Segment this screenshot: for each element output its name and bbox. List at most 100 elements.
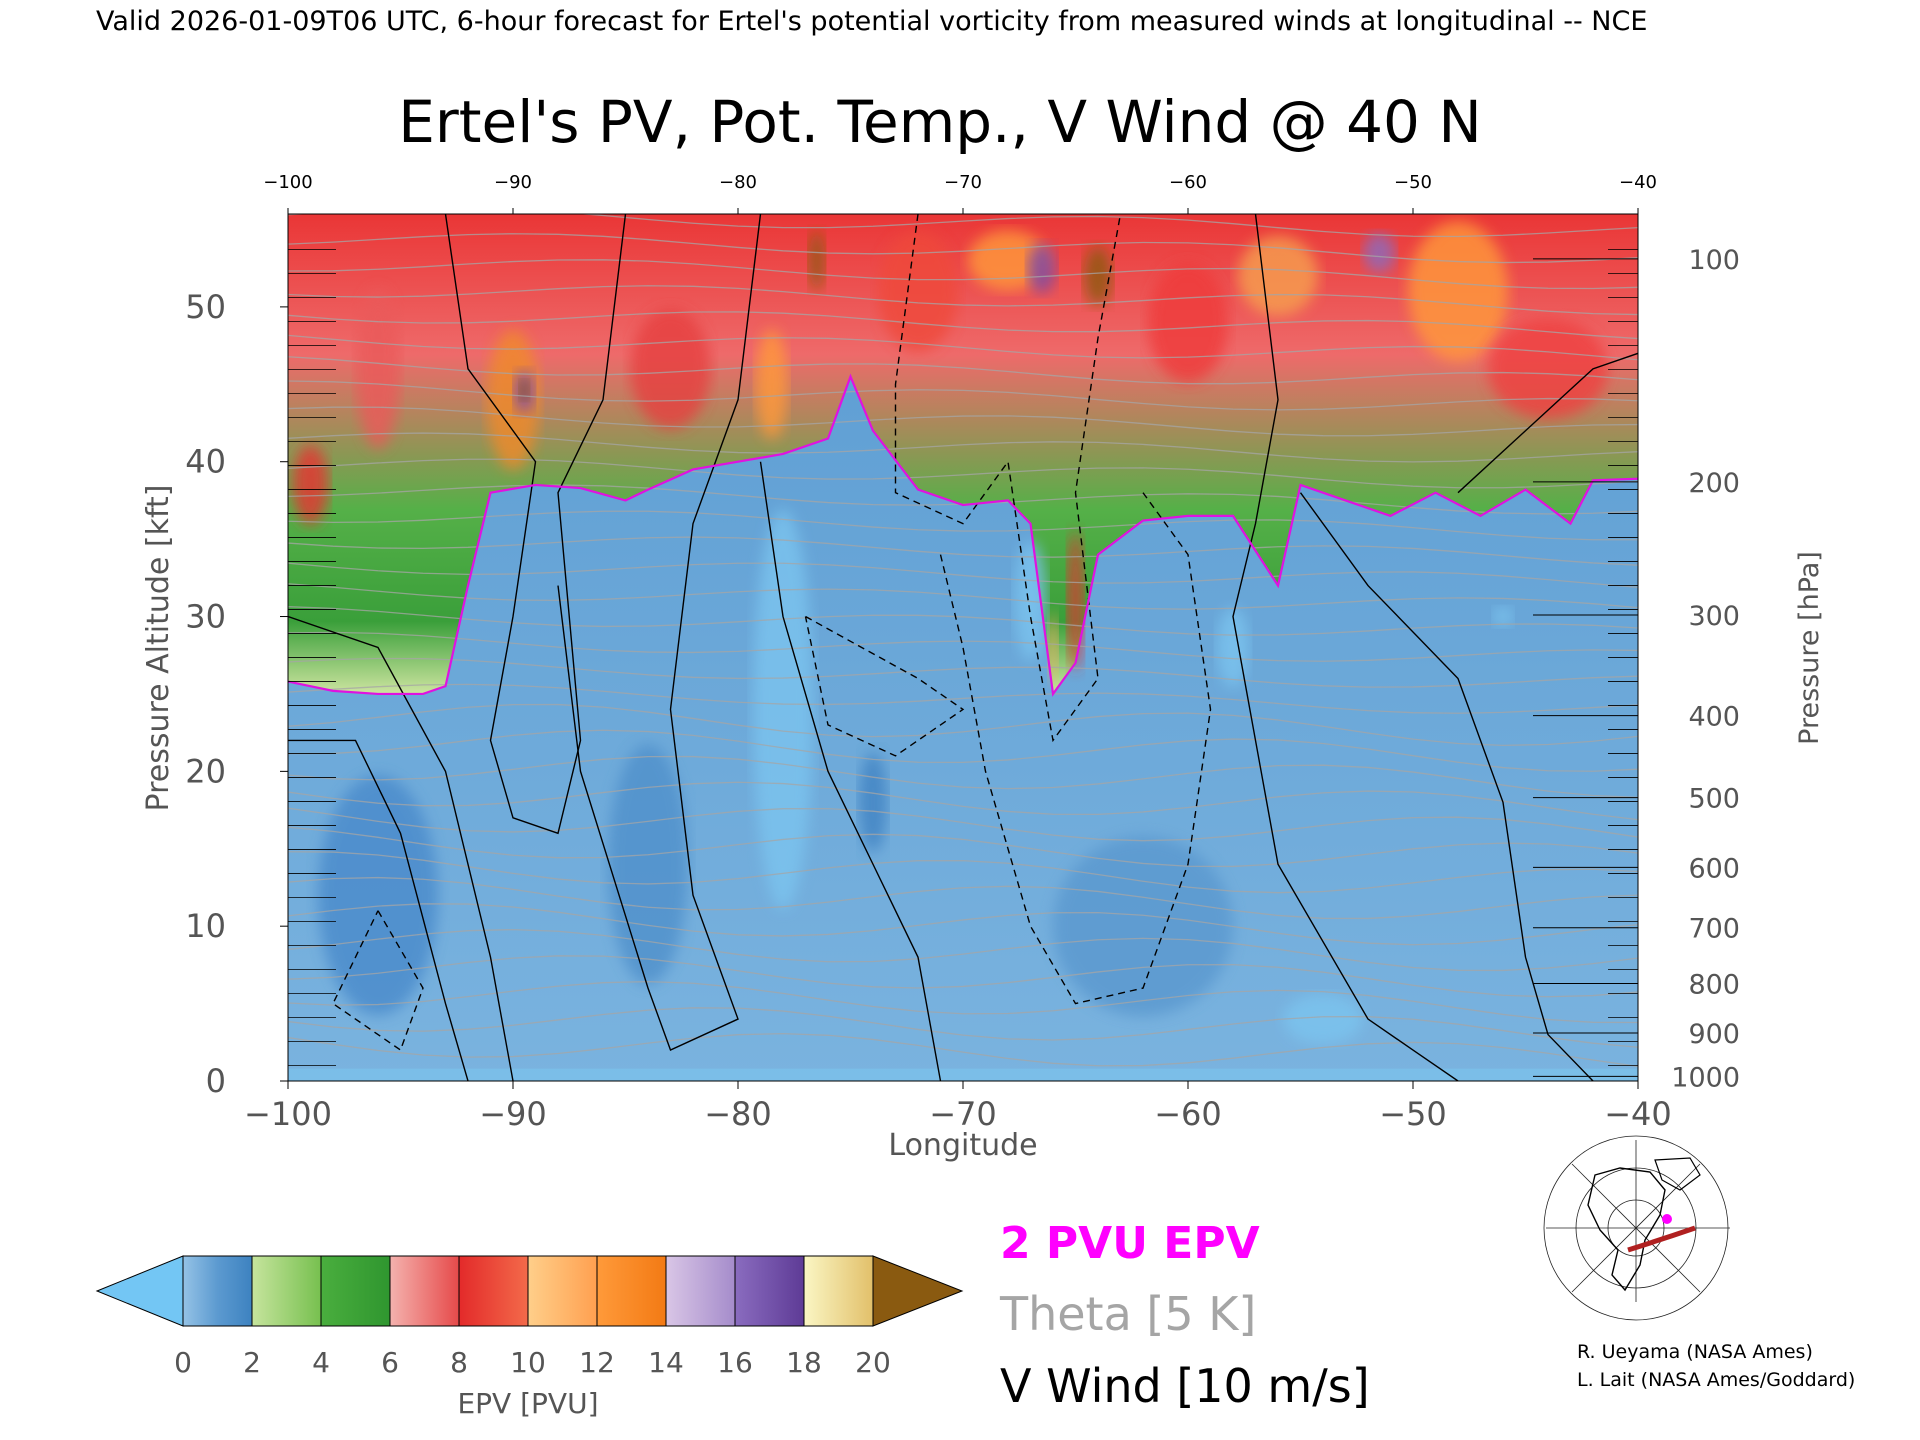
epv-blob	[356, 288, 400, 449]
theta-line	[288, 562, 1638, 589]
theta-line	[288, 807, 1638, 842]
colorbar-over-arrow	[872, 1255, 964, 1327]
colorbar-tick-label: 18	[786, 1346, 822, 1379]
epv-blob	[1053, 836, 1233, 1017]
epv-blob	[1067, 531, 1084, 672]
theta-line	[288, 851, 1638, 894]
epv-blob	[1283, 994, 1363, 1045]
x-tick-label-top: −100	[263, 172, 312, 193]
theta-line	[288, 781, 1638, 821]
theta-line	[288, 755, 1638, 799]
epv-blob	[1027, 243, 1056, 294]
x-tick-label-top: −50	[1394, 172, 1432, 193]
theta-line	[288, 703, 1638, 746]
epv-blob	[1408, 221, 1508, 362]
x-tick-label-top: −70	[944, 172, 982, 193]
v-wind-contours	[288, 214, 1638, 1081]
v-wind-line	[288, 739, 469, 1081]
epv-blob	[755, 329, 788, 440]
v-wind-line	[894, 214, 1122, 743]
pressure-tick-label: 800	[1688, 969, 1740, 1000]
epv-blob	[878, 231, 958, 352]
legend-vwind: V Wind [10 m/s]	[1000, 1359, 1370, 1413]
colorbar-tick-label: 16	[717, 1346, 753, 1379]
theta-line	[288, 876, 1638, 920]
epv-field	[288, 214, 1638, 1081]
x-tick-label: −70	[929, 1095, 997, 1133]
theta-line	[288, 928, 1638, 972]
colorbar-tick-label: 12	[579, 1346, 615, 1379]
epv-blob	[968, 230, 1048, 291]
y-tick-label: 50	[185, 288, 226, 326]
theta-line	[288, 606, 1638, 636]
theta-line	[288, 285, 1638, 316]
surface-band	[288, 1068, 1638, 1081]
colorbar-tick-label: 4	[312, 1346, 330, 1379]
epv-blob	[608, 744, 688, 985]
theta-line	[288, 657, 1638, 688]
pressure-tick-label: 600	[1688, 853, 1740, 884]
theta-line	[288, 334, 1638, 361]
epv-blob	[292, 444, 329, 525]
epv-blob	[1493, 606, 1513, 627]
colorbar-tick-label: 20	[855, 1346, 891, 1379]
x-tick-label-top: −90	[494, 172, 532, 193]
pressure-tick-label: 1000	[1671, 1062, 1740, 1093]
y-tick-label: 40	[185, 443, 226, 481]
x-tick-label-top: −40	[1619, 172, 1657, 193]
x-tick-label: −40	[1604, 1095, 1672, 1133]
theta-line	[288, 510, 1638, 541]
epv-blob	[1084, 245, 1112, 306]
theta-line	[288, 536, 1638, 566]
colorbar-under-arrow	[95, 1255, 184, 1327]
chart-title: Ertel's PV, Pot. Temp., V Wind @ 40 N	[398, 88, 1481, 156]
valid-time-header: Valid 2026-01-09T06 UTC, 6-hour forecast…	[96, 6, 1647, 37]
y-tick-label: 0	[206, 1062, 226, 1100]
theta-line	[288, 955, 1638, 998]
colorbar-tick-label: 0	[174, 1346, 192, 1379]
pv-2-contour	[288, 373, 1638, 697]
pressure-tick-label: 400	[1688, 702, 1740, 733]
x-tick-label-top: −80	[719, 172, 757, 193]
locator-map	[1538, 1135, 1736, 1321]
theta-line	[288, 458, 1638, 489]
legend-pv2: 2 PVU EPV	[1000, 1218, 1260, 1269]
axes: −100 −100 −90 −90 −80 −80 −70 −70 −60 −60 −50 −50 −4…	[185, 172, 1740, 1133]
pressure-tick-label: 900	[1688, 1019, 1740, 1050]
pressure-tick-label: 500	[1688, 784, 1740, 815]
v-wind-line	[759, 461, 942, 1081]
legend: 2 PVU EPV Theta [5 K] V Wind [10 m/s]	[999, 1218, 1370, 1413]
x-axis-label: Longitude	[888, 1128, 1037, 1163]
x-tick-label: −60	[1154, 1095, 1222, 1133]
y-tick-label: 10	[185, 907, 226, 945]
theta-line	[288, 683, 1638, 714]
plot-area	[288, 214, 1638, 1081]
credit-line-2: L. Lait (NASA Ames/Goddard)	[1577, 1369, 1855, 1391]
pressure-tick-label: 300	[1688, 601, 1740, 632]
theta-line	[288, 406, 1638, 437]
epv-blob	[753, 509, 813, 910]
theta-line	[288, 826, 1638, 868]
y-axis-label-right: Pressure [hPa]	[1794, 551, 1825, 745]
theta-line	[288, 259, 1638, 290]
y-tick-label: 30	[185, 598, 226, 636]
theta-line	[288, 311, 1638, 340]
pressure-tick-label: 100	[1688, 245, 1740, 276]
colorbar-tick-label: 8	[450, 1346, 468, 1379]
theta-line	[288, 380, 1638, 411]
y-tick-label: 20	[185, 752, 226, 790]
theta-line	[288, 729, 1638, 772]
x-tick-label: −90	[479, 1095, 547, 1133]
x-tick-label: −50	[1379, 1095, 1447, 1133]
theta-line	[288, 980, 1638, 1024]
legend-theta: Theta [5 K]	[999, 1287, 1256, 1341]
pressure-tick-label: 200	[1688, 468, 1740, 499]
colorbar-tick-label: 10	[510, 1346, 546, 1379]
colorbar-tick-label: 2	[243, 1346, 261, 1379]
colorbar-tick-label: 14	[648, 1346, 684, 1379]
epv-blob	[1217, 607, 1249, 688]
x-tick-label-top: −60	[1169, 172, 1207, 193]
epv-blob	[808, 230, 825, 291]
epv-blob	[1148, 262, 1228, 383]
